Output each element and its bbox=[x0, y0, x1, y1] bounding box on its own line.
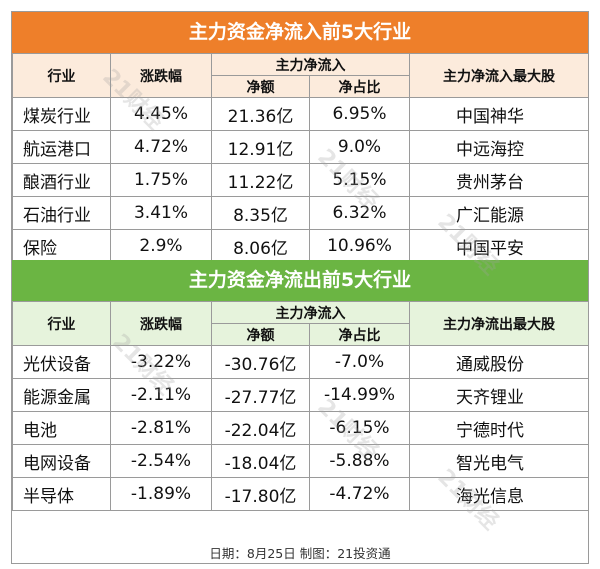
inflow-header-industry: 行业 bbox=[12, 53, 111, 98]
industry-cell: 航运港口 bbox=[12, 130, 111, 164]
outflow-header-flow-group: 主力净流入 bbox=[211, 301, 410, 324]
footer-credit: 日期：8月25日 制图：21投资通 bbox=[209, 546, 391, 561]
net-ratio-cell: -6.15% bbox=[309, 411, 410, 445]
table-row: 航运港口 4.72% 12.91亿 9.0% 中远海控 bbox=[12, 130, 589, 164]
industry-cell: 酿酒行业 bbox=[12, 163, 111, 197]
net-amount-cell: -17.80亿 bbox=[211, 477, 310, 511]
industry-cell: 电网设备 bbox=[12, 444, 111, 478]
net-amount-cell: -27.77亿 bbox=[211, 378, 310, 412]
top-stock-cell: 海光信息 bbox=[409, 477, 589, 511]
outflow-header-net-ratio: 净占比 bbox=[309, 323, 410, 346]
change-cell: -2.11% bbox=[110, 378, 212, 412]
net-amount-cell: -18.04亿 bbox=[211, 444, 310, 478]
net-ratio-cell: -5.88% bbox=[309, 444, 410, 478]
outflow-table: 行业 涨跌幅 主力净流入 主力净流出最大股 净额 净占比 光伏设备 -3.22%… bbox=[12, 301, 589, 511]
change-cell: 1.75% bbox=[110, 163, 212, 197]
net-ratio-cell: 9.0% bbox=[309, 130, 410, 164]
net-ratio-cell: 5.15% bbox=[309, 163, 410, 197]
top-stock-cell: 贵州茅台 bbox=[409, 163, 589, 197]
change-cell: 4.45% bbox=[110, 97, 212, 131]
net-amount-cell: 11.22亿 bbox=[211, 163, 310, 197]
top-stock-cell: 广汇能源 bbox=[409, 196, 589, 230]
industry-cell: 光伏设备 bbox=[12, 345, 111, 379]
change-cell: 3.41% bbox=[110, 196, 212, 230]
top-stock-cell: 中国平安 bbox=[409, 229, 589, 263]
table-row: 半导体 -1.89% -17.80亿 -4.72% 海光信息 bbox=[12, 477, 589, 511]
net-amount-cell: 8.35亿 bbox=[211, 196, 310, 230]
net-ratio-cell: 10.96% bbox=[309, 229, 410, 263]
inflow-header-flow-group: 主力净流入 bbox=[211, 53, 410, 76]
inflow-title: 主力资金净流入前5大行业 bbox=[12, 12, 588, 53]
table-row: 能源金属 -2.11% -27.77亿 -14.99% 天齐锂业 bbox=[12, 378, 589, 412]
table-row: 酿酒行业 1.75% 11.22亿 5.15% 贵州茅台 bbox=[12, 163, 589, 197]
industry-cell: 石油行业 bbox=[12, 196, 111, 230]
table-row: 石油行业 3.41% 8.35亿 6.32% 广汇能源 bbox=[12, 196, 589, 230]
change-cell: 4.72% bbox=[110, 130, 212, 164]
industry-cell: 保险 bbox=[12, 229, 111, 263]
change-cell: 2.9% bbox=[110, 229, 212, 263]
sector-flow-infographic: 主力资金净流入前5大行业 行业 涨跌幅 主力净流入 主力净流入最大股 净额 净占… bbox=[11, 11, 589, 564]
top-stock-cell: 天齐锂业 bbox=[409, 378, 589, 412]
industry-cell: 电池 bbox=[12, 411, 111, 445]
net-ratio-cell: -14.99% bbox=[309, 378, 410, 412]
outflow-header-top-stock: 主力净流出最大股 bbox=[409, 301, 589, 346]
table-row: 光伏设备 -3.22% -30.76亿 -7.0% 通威股份 bbox=[12, 345, 589, 379]
net-amount-cell: -30.76亿 bbox=[211, 345, 310, 379]
outflow-header-change: 涨跌幅 bbox=[110, 301, 212, 346]
change-cell: -3.22% bbox=[110, 345, 212, 379]
outflow-title: 主力资金净流出前5大行业 bbox=[12, 260, 588, 301]
table-row: 电池 -2.81% -22.04亿 -6.15% 宁德时代 bbox=[12, 411, 589, 445]
inflow-header-net-ratio: 净占比 bbox=[309, 75, 410, 98]
net-ratio-cell: 6.95% bbox=[309, 97, 410, 131]
industry-cell: 煤炭行业 bbox=[12, 97, 111, 131]
top-stock-cell: 中远海控 bbox=[409, 130, 589, 164]
top-stock-cell: 中国神华 bbox=[409, 97, 589, 131]
net-amount-cell: -22.04亿 bbox=[211, 411, 310, 445]
change-cell: -2.81% bbox=[110, 411, 212, 445]
net-ratio-cell: -4.72% bbox=[309, 477, 410, 511]
net-ratio-cell: 6.32% bbox=[309, 196, 410, 230]
net-amount-cell: 8.06亿 bbox=[211, 229, 310, 263]
outflow-header-net-amount: 净额 bbox=[211, 323, 310, 346]
outflow-header-industry: 行业 bbox=[12, 301, 111, 346]
net-amount-cell: 21.36亿 bbox=[211, 97, 310, 131]
table-row: 保险 2.9% 8.06亿 10.96% 中国平安 bbox=[12, 229, 589, 263]
table-row: 电网设备 -2.54% -18.04亿 -5.88% 智光电气 bbox=[12, 444, 589, 478]
net-ratio-cell: -7.0% bbox=[309, 345, 410, 379]
net-amount-cell: 12.91亿 bbox=[211, 130, 310, 164]
change-cell: -1.89% bbox=[110, 477, 212, 511]
table-row: 煤炭行业 4.45% 21.36亿 6.95% 中国神华 bbox=[12, 97, 589, 131]
industry-cell: 半导体 bbox=[12, 477, 111, 511]
inflow-header-net-amount: 净额 bbox=[211, 75, 310, 98]
top-stock-cell: 宁德时代 bbox=[409, 411, 589, 445]
top-stock-cell: 智光电气 bbox=[409, 444, 589, 478]
industry-cell: 能源金属 bbox=[12, 378, 111, 412]
top-stock-cell: 通威股份 bbox=[409, 345, 589, 379]
change-cell: -2.54% bbox=[110, 444, 212, 478]
inflow-header-change: 涨跌幅 bbox=[110, 53, 212, 98]
inflow-table: 行业 涨跌幅 主力净流入 主力净流入最大股 净额 净占比 煤炭行业 4.45% … bbox=[12, 53, 589, 263]
inflow-header-top-stock: 主力净流入最大股 bbox=[409, 53, 589, 98]
